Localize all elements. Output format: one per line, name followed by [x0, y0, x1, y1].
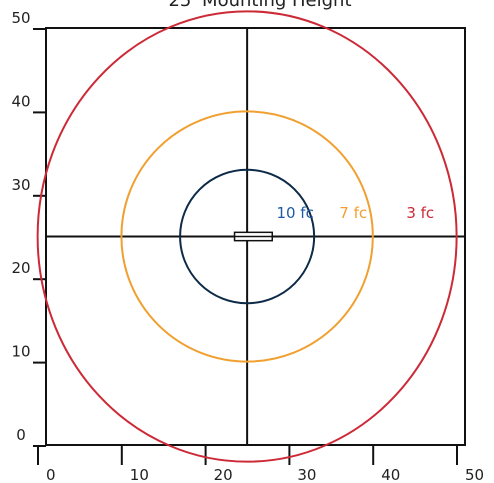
x-tick-label: 0 — [46, 466, 56, 483]
y-tick-label: 10 — [11, 343, 30, 361]
contour-10-fc — [179, 168, 316, 305]
contour-label: 7 fc — [339, 204, 367, 222]
contour-label: 3 fc — [406, 204, 434, 222]
contour-3-fc — [36, 10, 458, 463]
y-tick-label: 0 — [16, 426, 26, 444]
chart-title: 25' Mounting Height — [168, 0, 351, 11]
y-tick-label: 40 — [11, 92, 30, 110]
x-tick-label: 10 — [130, 466, 149, 483]
x-tick-label: 30 — [297, 466, 316, 483]
x-tick-label: 50 — [465, 466, 484, 483]
x-tick-label: 20 — [214, 466, 233, 483]
contour-7-fc — [120, 110, 374, 363]
y-tick-label: 50 — [11, 9, 30, 27]
y-tick-label: 20 — [11, 259, 30, 277]
contour-label: 10 fc — [276, 204, 313, 222]
x-tick-label: 40 — [381, 466, 400, 483]
y-tick-label: 30 — [11, 176, 30, 194]
